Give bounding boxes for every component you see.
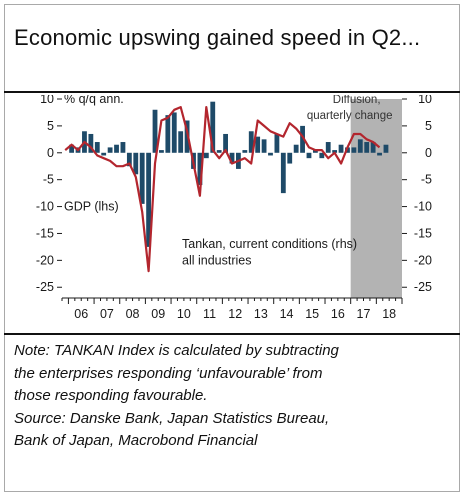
gdp-bar	[325, 142, 331, 153]
x-tick-label: 13	[254, 307, 268, 321]
x-tick-label: 14	[280, 307, 294, 321]
gdp-bar	[223, 133, 228, 153]
gdp-bar	[178, 131, 184, 153]
gdp-bar	[306, 152, 312, 159]
y-tick-label-right: -15	[414, 226, 432, 240]
gdp-bar	[133, 152, 139, 175]
gdp-bar	[139, 152, 145, 204]
gdp-bar	[216, 150, 222, 153]
chart-svg: 10 10 5 5 0 0 -5 -5 -10 -10 -15 -15 -20 -20 -25 -25 % q/…	[36, 95, 432, 321]
y-tick-label-left: -10	[36, 200, 54, 214]
y-tick-label-left: 0	[47, 146, 54, 160]
note-rule	[4, 333, 460, 335]
x-tick-label: 09	[151, 307, 165, 321]
x-tick-label: 07	[100, 307, 114, 321]
y-tick-label-right: -5	[421, 173, 432, 187]
x-tick-label: 08	[126, 307, 140, 321]
gdp-bar	[370, 142, 376, 153]
y-tick-label-left: -5	[43, 173, 54, 187]
gdp-legend-label: GDP (lhs)	[64, 200, 119, 214]
x-tick-label: 11	[203, 307, 216, 321]
chart-area: 10 10 5 5 0 0 -5 -5 -10 -10 -15 -15 -20 -20 -25 -25 % q/…	[4, 95, 460, 333]
y-tick-label-right: 5	[425, 119, 432, 133]
note-line: the enterprises responding ‘unfavourable…	[14, 364, 323, 382]
gdp-bar	[319, 152, 325, 159]
gdp-bar	[312, 150, 318, 153]
source-note: Note: TANKAN Index is calculated by subt…	[14, 340, 454, 453]
gdp-bar	[165, 115, 171, 153]
y-tick-label-right: 0	[425, 146, 432, 160]
gdp-bar	[171, 112, 177, 153]
gdp-bar	[255, 136, 261, 153]
gdp-bar	[248, 131, 254, 153]
gdp-bar	[101, 152, 107, 156]
gdp-bar	[114, 144, 119, 153]
gdp-bar	[88, 133, 94, 153]
gdp-bar	[268, 152, 273, 156]
gdp-bar	[351, 147, 357, 153]
x-tick-label: 17	[357, 307, 371, 321]
tankan-legend-label: Tankan, current conditions (rhs)	[182, 237, 357, 251]
note-line: Source: Danske Bank, Japan Statistics Bu…	[14, 409, 330, 427]
title-rule	[4, 91, 460, 93]
gdp-bar	[287, 152, 293, 164]
y-axis-label: % q/q ann.	[64, 95, 124, 106]
gdp-bar	[107, 147, 113, 153]
gdp-bar	[357, 139, 363, 153]
gdp-bar	[274, 133, 280, 153]
y-tick-label-left: 10	[40, 95, 54, 106]
y-tick-label-left: 5	[47, 119, 54, 133]
chart-frame	[4, 4, 460, 492]
gdp-bar	[126, 152, 132, 167]
x-tick-label: 12	[228, 307, 242, 321]
gdp-bar	[338, 144, 344, 153]
x-tick-label: 10	[177, 307, 191, 321]
y-tick-label-left: -15	[36, 226, 54, 240]
gdp-bar	[229, 152, 235, 164]
gdp-bar	[159, 150, 164, 153]
tankan-line	[64, 106, 381, 273]
gdp-bar	[364, 142, 370, 153]
gdp-bar	[197, 152, 203, 186]
gdp-bar	[146, 152, 152, 247]
gdp-bar	[332, 150, 338, 153]
gdp-bar	[300, 125, 305, 153]
x-tick-label: 15	[305, 307, 319, 321]
gdp-bar	[120, 142, 126, 153]
x-tick-label: 18	[382, 307, 396, 321]
gdp-bar	[377, 152, 382, 156]
tankan-legend-label: all industries	[182, 253, 251, 267]
gdp-bar	[242, 150, 248, 153]
note-line: Note: TANKAN Index is calculated by subt…	[14, 342, 339, 359]
y-tick-label-right: -10	[414, 200, 432, 214]
y-tick-label-right: -20	[414, 253, 432, 267]
x-tick-label: 06	[74, 307, 88, 321]
gdp-bar	[261, 139, 267, 153]
note-line: Bank of Japan, Macrobond Financial	[14, 432, 258, 449]
gdp-bar	[203, 152, 209, 159]
gdp-bar	[94, 142, 100, 153]
y-tick-label-left: -20	[36, 253, 54, 267]
y-tick-label-right: 10	[418, 95, 432, 106]
gdp-bar	[280, 152, 286, 194]
gdp-bar	[293, 144, 299, 153]
y-tick-label-left: -25	[36, 280, 54, 294]
gdp-bar	[69, 144, 75, 153]
note-line: those responding favourable.	[14, 387, 208, 404]
y-tick-label-right: -25	[414, 280, 432, 294]
gdp-bar	[383, 144, 389, 153]
chart-title: Economic upswing gained speed in Q2...	[14, 25, 421, 50]
shaded-label: quarterly change	[307, 110, 393, 122]
shaded-label: Diffusion,	[333, 95, 381, 106]
gdp-bar	[152, 109, 158, 153]
shaded-region	[350, 99, 402, 298]
x-tick-label: 16	[331, 307, 345, 321]
gdp-bar	[210, 101, 216, 153]
